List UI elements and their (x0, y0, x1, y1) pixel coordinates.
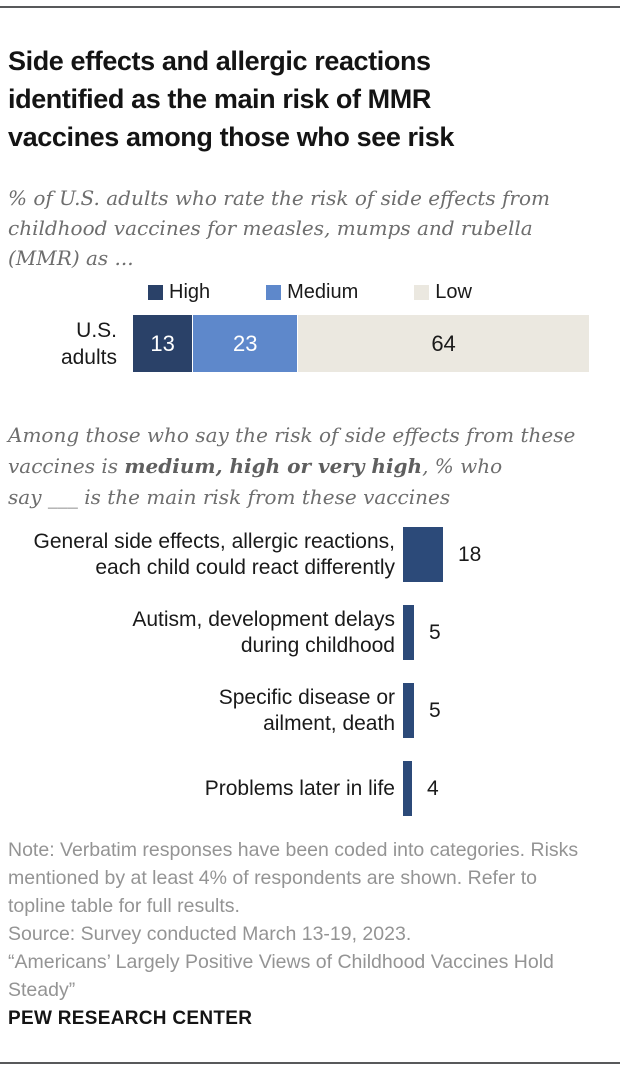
source-text: Source: Survey conducted March 13-19, 20… (8, 923, 412, 945)
stacked-segment-value: 64 (431, 330, 456, 356)
category-bar-chart: General side effects, allergic reactions… (0, 527, 620, 819)
second-chart-intro-post: , % who say ___ is the main risk from th… (8, 454, 503, 509)
bar (403, 605, 414, 660)
legend: High Medium Low (0, 281, 620, 304)
legend-label: High (169, 281, 211, 303)
legend-swatch-high (148, 285, 163, 300)
bar-row: Autism, development delays during childh… (0, 605, 620, 660)
legend-swatch-low (414, 285, 430, 300)
legend-swatch-medium (266, 285, 282, 300)
bar-row: General side effects, allergic reactions… (0, 527, 620, 582)
bar (403, 761, 412, 816)
stacked-segment-value: 13 (150, 330, 175, 356)
bar-value-label: 18 (458, 542, 482, 566)
bar (403, 527, 443, 582)
stacked-bar-row-label: U.S. adults (60, 319, 117, 369)
stacked-segment-value: 23 (232, 330, 258, 356)
top-divider (0, 6, 620, 8)
bar-row-label: Problems later in life (204, 776, 395, 800)
bar-value-label: 5 (429, 698, 441, 722)
bar (403, 683, 414, 738)
stacked-bar: 13 23 64 (133, 315, 589, 372)
legend-item-high: High (148, 281, 210, 304)
chart-subtitle: % of U.S. adults who rate the risk of si… (8, 186, 550, 270)
footnote-block: Note: Verbatim responses have been coded… (8, 836, 612, 1004)
page-title: Side effects and allergic reactions iden… (8, 46, 454, 153)
bar-row: Problems later in life 4 (0, 761, 620, 816)
bar-row-label: Autism, development delays during childh… (132, 607, 395, 657)
note-text: Note: Verbatim responses have been coded… (8, 839, 579, 917)
bar-row-label: Specific disease or ailment, death (218, 685, 395, 735)
second-chart-intro: Among those who say the risk of side eff… (8, 420, 612, 513)
legend-label: Low (435, 281, 472, 303)
legend-label: Medium (287, 281, 359, 303)
bar-row: Specific disease or ailment, death 5 (0, 683, 620, 738)
legend-item-low: Low (414, 281, 472, 304)
second-chart-intro-bold: medium, high or very high (124, 454, 423, 478)
bar-value-label: 4 (427, 776, 439, 800)
stacked-segment-high: 13 (133, 315, 193, 372)
bar-value-label: 5 (429, 620, 441, 644)
pew-research-center-wordmark: PEW RESEARCH CENTER (8, 1008, 253, 1029)
legend-item-medium: Medium (266, 281, 358, 304)
bottom-divider (0, 1062, 620, 1064)
stacked-segment-medium: 23 (192, 315, 298, 372)
bar-row-label: General side effects, allergic reactions… (33, 529, 395, 579)
report-title-quote: “Americans’ Largely Positive Views of Ch… (8, 951, 554, 1001)
second-chart-intro-pre: Among those who say the risk of side eff… (8, 423, 576, 478)
stacked-segment-low: 64 (297, 315, 589, 372)
